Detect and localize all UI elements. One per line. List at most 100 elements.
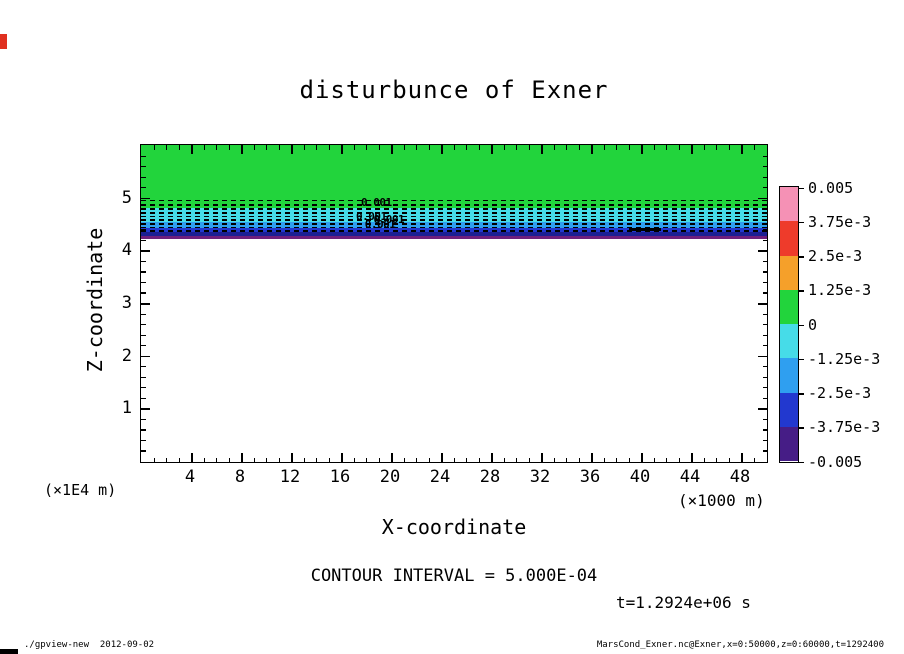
y-tick-label: 2 [121, 345, 132, 366]
y-minor-tick-mark [762, 324, 767, 326]
x-tick-label: 20 [379, 467, 401, 487]
y-minor-tick-mark [762, 387, 767, 389]
colorbar-label: -0.005 [808, 452, 863, 471]
contour-line-dashed [141, 219, 767, 221]
x-tick-mark [391, 145, 393, 154]
x-minor-tick-mark [703, 145, 705, 150]
x-minor-tick-mark [566, 145, 568, 150]
fill-band [141, 208, 767, 223]
colorbar-segment [780, 392, 798, 427]
x-minor-tick-mark [166, 145, 168, 150]
y-minor-tick-mark [762, 334, 767, 336]
x-tick-label: 4 [184, 467, 196, 487]
y-tick-mark [758, 197, 767, 200]
contour-interval-text: CONTOUR INTERVAL = 5.000E-04 [310, 566, 598, 586]
colorbar-tick-mark [799, 324, 804, 326]
colorbar-tick-mark [799, 221, 804, 224]
fill-band [141, 228, 767, 233]
colorbar-tick-mark [799, 393, 804, 395]
y-minor-tick-mark [141, 271, 146, 273]
colorbar-segment [780, 324, 798, 359]
x-minor-tick-mark [428, 145, 430, 150]
x-minor-tick-mark [203, 457, 205, 462]
colorbar-label: -3.75e-3 [808, 418, 881, 437]
y-minor-tick-mark [141, 397, 146, 399]
x-tick-mark [391, 453, 393, 462]
x-minor-tick-mark [228, 145, 230, 150]
x-tick-mark [491, 145, 493, 154]
y-minor-tick-mark [141, 366, 146, 368]
colorbar-segment [780, 221, 798, 256]
y-minor-tick-mark [141, 334, 146, 336]
x-tick-mark [291, 453, 293, 462]
x-minor-tick-mark [203, 145, 205, 150]
contour-value-label: 0.001 [364, 218, 396, 231]
y-minor-tick-mark [141, 281, 146, 284]
x-minor-tick-mark [178, 457, 180, 462]
x-tick-mark [291, 145, 293, 154]
colorbar-segment [780, 426, 798, 461]
contour-line-dashed [141, 211, 767, 214]
x-minor-tick-mark [453, 457, 455, 462]
x-tick-label: 36 [579, 467, 601, 487]
x-tick-mark [691, 453, 693, 462]
x-minor-tick-mark [528, 457, 530, 462]
colorbar-tick-mark [799, 358, 804, 361]
x-minor-tick-mark [628, 145, 630, 150]
x-minor-tick-mark [753, 145, 755, 150]
x-minor-tick-mark [503, 145, 505, 150]
x-tick-mark [341, 453, 343, 462]
colorbar-label: 3.75e-3 [808, 212, 872, 231]
x-tick-mark [191, 145, 193, 154]
x-tick-mark [341, 145, 343, 154]
y-minor-tick-mark [141, 324, 146, 326]
x-minor-tick-mark [653, 145, 655, 150]
contour-line-solid [628, 228, 661, 231]
x-tick-mark [241, 453, 243, 462]
x-tick-label: 16 [329, 467, 351, 487]
y-minor-tick-mark [141, 429, 146, 431]
x-tick-mark [191, 453, 193, 462]
x-tick-label: 28 [479, 467, 501, 487]
x-minor-tick-mark [316, 145, 318, 150]
x-tick-mark [491, 453, 493, 462]
y-minor-tick-mark [762, 313, 767, 315]
contour-value-label: 0.001 [373, 212, 405, 226]
x-minor-tick-mark [553, 457, 555, 462]
x-tick-mark [741, 145, 743, 154]
contour-line-dashed [141, 215, 767, 218]
x-minor-tick-mark [566, 457, 568, 462]
x-minor-tick-mark [666, 145, 668, 150]
contour-line-dashed [141, 222, 767, 225]
x-minor-tick-mark [616, 145, 618, 150]
x-minor-tick-mark [466, 457, 468, 462]
x-minor-tick-mark [416, 145, 418, 150]
x-tick-mark [591, 453, 593, 462]
x-minor-tick-mark [328, 145, 330, 150]
fill-band [141, 239, 767, 461]
x-tick-label: 12 [279, 467, 301, 487]
y-minor-tick-mark [141, 239, 146, 241]
y-minor-tick-mark [141, 260, 146, 263]
x-minor-tick-mark [466, 145, 468, 150]
y-minor-tick-mark [141, 187, 146, 189]
y-tick-mark [141, 250, 150, 252]
y-minor-tick-mark [141, 418, 146, 421]
x-minor-tick-mark [478, 457, 480, 462]
colorbar [779, 186, 799, 463]
x-tick-label: 32 [529, 467, 551, 487]
y-minor-tick-mark [141, 166, 146, 168]
x-minor-tick-mark [753, 457, 755, 462]
x-minor-tick-mark [266, 457, 268, 462]
y-minor-tick-mark [141, 387, 146, 389]
x-tick-label: 24 [429, 467, 451, 487]
y-minor-tick-mark [141, 345, 146, 347]
y-tick-mark [141, 197, 150, 200]
x-minor-tick-mark [553, 145, 555, 150]
x-minor-tick-mark [628, 457, 630, 462]
x-minor-tick-mark [453, 145, 455, 150]
y-tick-mark [758, 355, 767, 358]
x-minor-tick-mark [366, 457, 368, 462]
y-minor-tick-mark [762, 229, 767, 231]
x-minor-tick-mark [166, 457, 168, 462]
